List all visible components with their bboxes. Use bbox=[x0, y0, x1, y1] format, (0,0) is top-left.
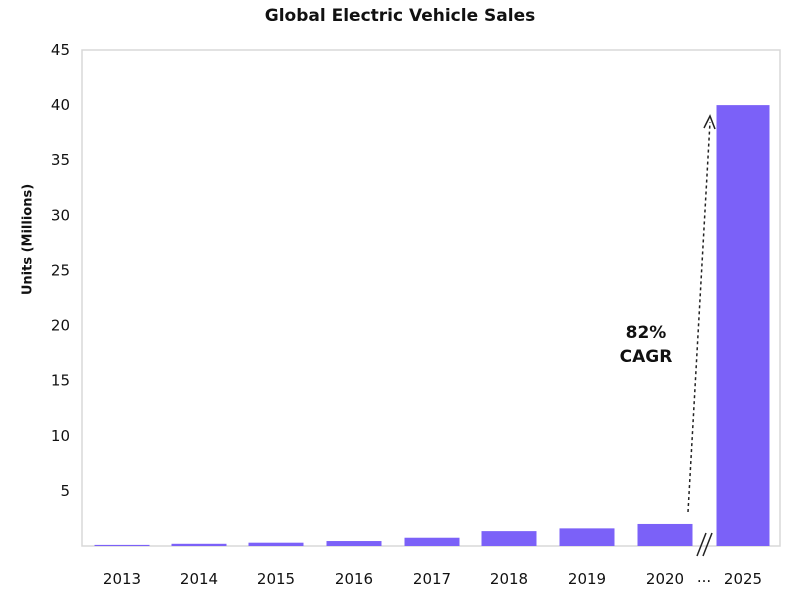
chart-title: Global Electric Vehicle Sales bbox=[264, 6, 536, 26]
x-tick-label: 2019 bbox=[568, 570, 606, 588]
y-tick-label: 15 bbox=[51, 372, 70, 390]
cagr-arrow-line bbox=[687, 121, 711, 513]
axis-break-mark bbox=[702, 532, 713, 557]
y-tick-label: 45 bbox=[51, 41, 70, 59]
bar-2019 bbox=[559, 528, 615, 546]
y-tick-label: 25 bbox=[51, 261, 70, 279]
y-tick-label: 40 bbox=[51, 96, 70, 114]
x-tick-label: 2020 bbox=[646, 570, 684, 588]
x-tick-label: 2015 bbox=[257, 570, 295, 588]
bar-2025 bbox=[716, 105, 770, 546]
x-tick-label: 2018 bbox=[490, 570, 528, 588]
plot-frame bbox=[81, 49, 781, 547]
bar-2014 bbox=[171, 543, 227, 546]
y-tick-label: 5 bbox=[60, 482, 70, 500]
x-tick-label: 2014 bbox=[180, 570, 218, 588]
bar-2013 bbox=[94, 544, 150, 546]
y-tick-label: 10 bbox=[51, 427, 70, 445]
cagr-arrowhead bbox=[703, 114, 716, 130]
x-tick-label: 2013 bbox=[103, 570, 141, 588]
cagr-annotation: CAGR bbox=[620, 347, 673, 367]
x-tick-label: 2017 bbox=[413, 570, 451, 588]
axis-break-ellipsis: ... bbox=[697, 568, 711, 586]
x-tick-label: 2016 bbox=[335, 570, 373, 588]
bar-2016 bbox=[326, 541, 382, 546]
y-tick-label: 30 bbox=[51, 206, 70, 224]
y-tick-label: 20 bbox=[51, 317, 70, 335]
bar-2018 bbox=[481, 531, 537, 546]
bar-2015 bbox=[248, 542, 304, 546]
cagr-annotation: 82% bbox=[626, 323, 667, 343]
axis-break-mark bbox=[696, 532, 707, 557]
bar-2020 bbox=[637, 523, 693, 546]
y-tick-label: 35 bbox=[51, 151, 70, 169]
bar-2017 bbox=[404, 537, 460, 546]
x-tick-label: 2025 bbox=[724, 570, 762, 588]
